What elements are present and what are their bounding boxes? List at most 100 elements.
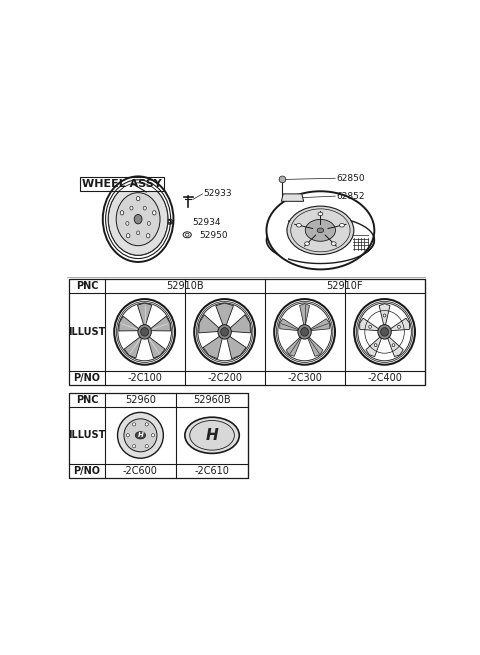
Polygon shape [281,194,304,201]
Circle shape [152,434,155,437]
Text: -2C400: -2C400 [367,373,402,383]
Text: ILLUST: ILLUST [68,430,106,440]
Polygon shape [199,314,219,333]
Polygon shape [280,319,299,331]
Ellipse shape [300,328,309,336]
Polygon shape [227,336,246,359]
Polygon shape [137,303,152,325]
Polygon shape [310,319,329,331]
Ellipse shape [305,219,336,241]
Ellipse shape [221,328,228,336]
Ellipse shape [138,325,151,339]
Polygon shape [119,316,139,331]
Ellipse shape [287,206,354,255]
Text: H: H [137,432,144,438]
Ellipse shape [331,242,336,246]
Text: 62850: 62850 [336,174,365,183]
Polygon shape [148,337,165,358]
Text: -2C300: -2C300 [287,373,322,383]
Circle shape [132,445,136,448]
Text: 52960B: 52960B [193,395,231,405]
Ellipse shape [120,211,124,215]
Text: 52910F: 52910F [326,281,363,291]
Ellipse shape [196,301,253,362]
Ellipse shape [194,299,255,365]
Text: 52950: 52950 [200,231,228,240]
Ellipse shape [126,234,130,238]
Text: -2C100: -2C100 [127,373,162,383]
Ellipse shape [134,214,142,224]
Ellipse shape [356,301,413,362]
Text: P/NO: P/NO [73,373,100,383]
Ellipse shape [126,221,129,225]
Circle shape [124,419,157,452]
Ellipse shape [116,301,173,362]
Ellipse shape [147,221,150,225]
Text: 52960: 52960 [125,395,156,405]
Circle shape [145,445,148,448]
Text: H: H [205,428,218,443]
Ellipse shape [318,212,323,215]
Ellipse shape [185,417,239,453]
Text: PNC: PNC [76,281,98,291]
Ellipse shape [141,328,149,336]
Ellipse shape [108,183,168,255]
Circle shape [132,422,136,426]
Polygon shape [151,316,170,331]
Circle shape [279,176,286,183]
Ellipse shape [114,299,175,365]
Ellipse shape [266,217,374,263]
Text: -2C600: -2C600 [123,466,158,476]
Polygon shape [379,304,390,325]
Text: WHEEL ASSY: WHEEL ASSY [83,179,162,189]
Polygon shape [360,318,379,331]
Ellipse shape [266,191,374,269]
Text: P/NO: P/NO [73,466,100,476]
Ellipse shape [136,231,140,234]
Ellipse shape [274,299,335,365]
Circle shape [118,413,163,458]
Polygon shape [230,314,251,333]
Ellipse shape [116,193,160,246]
Polygon shape [300,304,310,326]
Ellipse shape [190,421,234,450]
Text: -2C200: -2C200 [207,373,242,383]
Polygon shape [216,303,233,326]
Ellipse shape [118,303,171,361]
Polygon shape [391,318,409,331]
Ellipse shape [358,303,411,361]
Text: 62852: 62852 [336,192,364,200]
Polygon shape [286,337,301,356]
Ellipse shape [297,223,301,227]
Polygon shape [124,337,142,358]
Ellipse shape [146,234,150,238]
Ellipse shape [374,344,377,346]
Ellipse shape [218,325,231,339]
Text: ILLUST: ILLUST [68,327,106,337]
Ellipse shape [153,211,156,215]
Ellipse shape [392,344,395,346]
Ellipse shape [143,206,146,210]
Ellipse shape [135,432,145,439]
Ellipse shape [130,206,133,210]
Polygon shape [308,337,323,356]
Text: 52934: 52934 [192,218,221,227]
Ellipse shape [278,303,331,361]
Ellipse shape [305,242,310,246]
Ellipse shape [381,328,388,336]
Ellipse shape [354,299,415,365]
Polygon shape [388,337,403,356]
Text: PNC: PNC [76,395,98,405]
Text: -2C610: -2C610 [194,466,229,476]
Ellipse shape [339,223,344,227]
Circle shape [126,434,130,437]
Ellipse shape [298,325,311,339]
Ellipse shape [317,228,324,233]
Circle shape [145,422,148,426]
Ellipse shape [369,326,372,328]
Ellipse shape [276,301,333,362]
Ellipse shape [378,325,391,339]
Polygon shape [366,337,382,356]
Text: 52933: 52933 [203,189,232,198]
Ellipse shape [397,326,400,328]
